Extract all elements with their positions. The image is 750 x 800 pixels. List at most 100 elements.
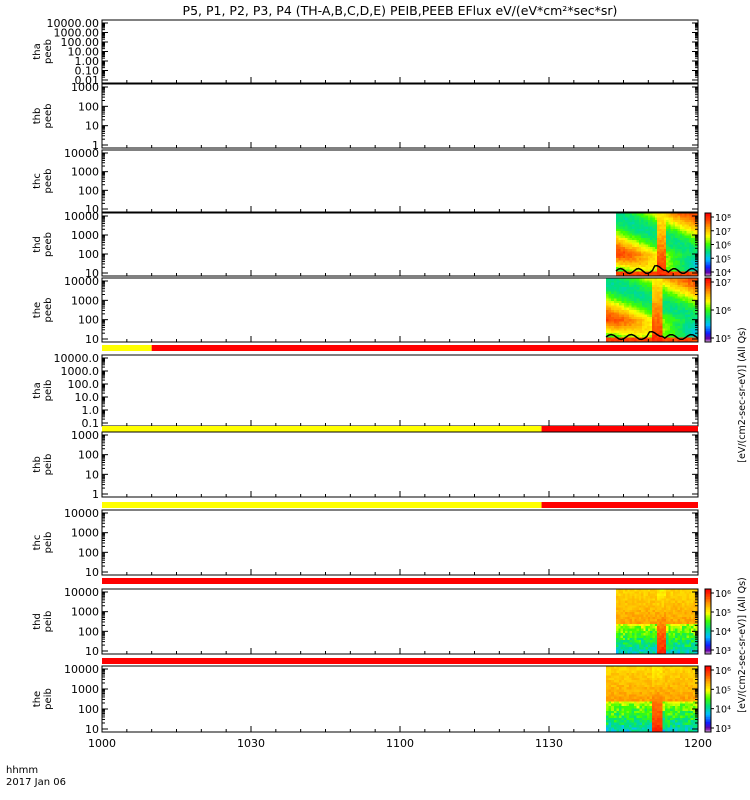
the-peib-cell — [611, 717, 615, 721]
the-peib-cell — [675, 720, 678, 723]
the-peib-cell — [634, 687, 638, 690]
the-peeb-label-product: peeb — [43, 298, 54, 323]
the-peeb-cell — [654, 319, 658, 322]
thd-peib-cell — [631, 616, 635, 620]
thd-peib-cell — [643, 591, 647, 595]
the-peeb-cell — [664, 303, 668, 306]
the-peeb-cell — [616, 330, 620, 334]
thd-peib-cell — [652, 649, 656, 653]
the-peib-cell — [621, 722, 625, 726]
the-peeb-cell — [641, 296, 645, 299]
thd-peeb-cell — [625, 226, 628, 230]
thd-peib-cell — [645, 621, 649, 625]
thd-peib-cell — [627, 619, 631, 622]
the-peib-cell — [664, 677, 668, 681]
thd-peib-cell — [679, 637, 683, 641]
the-peib-cell — [644, 717, 648, 721]
the-peib-cell — [680, 722, 684, 726]
thd-peib-cell — [695, 651, 699, 655]
the-peib-cell — [667, 729, 671, 733]
the-peib-cell — [618, 673, 622, 676]
the-peeb-cell — [626, 307, 630, 311]
the-peib-cell — [680, 668, 684, 672]
thd-peib-cell — [679, 612, 683, 615]
the-peib-cell — [685, 710, 689, 714]
the-peeb-ytick-label: 1000 — [71, 294, 99, 307]
thd-peib-cell — [631, 598, 635, 602]
the-peeb-cell — [657, 339, 661, 343]
thd-peeb-cell — [670, 219, 674, 223]
the-peeb-cell — [636, 280, 640, 283]
thd-peib-cell — [652, 637, 656, 641]
the-peib-cell — [646, 717, 650, 721]
the-peib-cell — [634, 720, 638, 723]
the-peib-cell — [652, 724, 656, 728]
the-peeb-cell — [629, 328, 633, 331]
thd-peeb-cell — [631, 251, 635, 254]
thd-peib-cell — [625, 642, 628, 646]
thd-peeb-cell — [650, 246, 653, 250]
thd-peib-cell — [647, 607, 651, 611]
thd-peeb-cell — [627, 262, 631, 266]
the-peeb-cell — [662, 307, 666, 311]
the-peib-cell — [657, 689, 661, 693]
the-peib-cell — [618, 706, 622, 709]
thd-peib-cell — [675, 605, 678, 608]
thd-peeb-cell — [636, 244, 640, 248]
the-peib-cell — [644, 691, 648, 695]
thd-peib-cell — [629, 602, 633, 606]
tha-peib-ytick-label: 1000.0 — [61, 365, 100, 378]
the-peeb-cell — [608, 330, 612, 334]
the-peib-cell — [611, 684, 615, 688]
the-peeb-cell — [623, 316, 627, 320]
thd-peib-cell — [666, 609, 669, 613]
the-peib-cell — [685, 713, 689, 716]
thd-peeb-cell — [657, 217, 660, 221]
the-peib-cell — [634, 729, 638, 733]
the-peib-cell — [636, 684, 640, 688]
the-peib-cell — [626, 710, 630, 714]
thd-peib-cell — [616, 593, 619, 597]
thd-peeb-cell — [668, 219, 672, 223]
the-peib-cell — [649, 691, 653, 695]
thd-peib-cell — [657, 628, 660, 632]
thd-peeb-cell — [652, 231, 656, 234]
the-peeb-cell — [644, 305, 648, 309]
thd-peeb-cell — [654, 267, 658, 270]
thd-peeb-cell — [616, 226, 619, 230]
thd-peib-cell — [688, 598, 692, 602]
thd-peib-cell — [663, 626, 667, 629]
thd-peeb-cell — [661, 251, 665, 254]
the-peeb-cell — [629, 337, 633, 341]
thd-peib-cell — [679, 598, 683, 602]
thd-peeb-cell — [645, 246, 649, 250]
thd-peeb-cell — [641, 233, 644, 236]
the-peib-cell — [669, 668, 673, 672]
flag-bar-3-segment-2 — [541, 502, 698, 508]
the-peeb-cell — [646, 321, 650, 325]
thd-peeb-cell — [675, 253, 678, 257]
the-peeb-cell — [623, 282, 627, 286]
thd-peeb-cell — [688, 237, 692, 241]
thd-peib-ytick-label: 10 — [85, 645, 99, 658]
thd-peib-cell — [636, 619, 640, 622]
thd-peib-cell — [645, 623, 649, 627]
the-peeb-cell — [667, 284, 671, 288]
the-peeb-cell — [649, 337, 653, 341]
thd-peeb-cell — [638, 237, 642, 241]
thd-peeb-cell — [661, 273, 665, 277]
thd-peeb-cell — [641, 271, 644, 275]
thd-peib-cell — [688, 616, 692, 620]
the-peib-cell — [675, 715, 678, 719]
thd-peeb-cell — [679, 244, 683, 248]
thd-peib-cell — [620, 642, 624, 646]
the-peeb-cell — [677, 296, 681, 299]
the-peeb-cell — [669, 330, 673, 334]
the-peib-cell — [613, 680, 617, 683]
thd-peib-cell — [668, 607, 672, 611]
the-peeb-cell — [621, 307, 625, 311]
the-peeb-cell — [667, 337, 671, 341]
thd-peib-cell — [629, 635, 633, 639]
the-peib-cell — [618, 727, 622, 731]
thd-peeb-cell — [627, 249, 631, 252]
